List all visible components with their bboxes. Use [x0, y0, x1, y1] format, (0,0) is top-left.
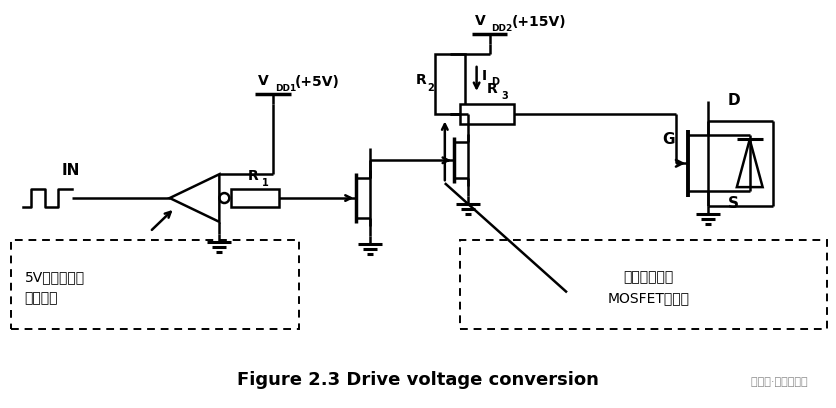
Text: R: R	[247, 169, 258, 183]
Text: V: V	[474, 14, 485, 28]
Text: Figure 2.3 Drive voltage conversion: Figure 2.3 Drive voltage conversion	[237, 371, 599, 389]
Text: V: V	[258, 74, 268, 88]
Text: (+15V): (+15V)	[511, 15, 565, 29]
Text: R: R	[486, 82, 497, 96]
Bar	[231, 189, 278, 207]
Text: 5V数字逻辑或
微控制器: 5V数字逻辑或 微控制器	[25, 270, 84, 305]
Text: G: G	[661, 132, 674, 147]
Text: S: S	[727, 195, 738, 211]
Text: I: I	[481, 69, 486, 83]
Text: 公众号·硬件攻城狮: 公众号·硬件攻城狮	[743, 377, 807, 387]
Text: 1: 1	[262, 178, 268, 188]
Text: IN: IN	[61, 163, 79, 178]
Bar	[435, 54, 464, 113]
Text: DD2: DD2	[491, 24, 512, 33]
Text: D: D	[491, 77, 499, 87]
Text: 2: 2	[426, 83, 433, 93]
Text: 转换为能导通
MOSFET的电压: 转换为能导通 MOSFET的电压	[607, 270, 689, 305]
Text: (+5V): (+5V)	[294, 75, 339, 89]
Text: D: D	[727, 93, 740, 108]
Text: 3: 3	[500, 91, 507, 101]
Text: R: R	[415, 73, 426, 87]
Text: DD1: DD1	[275, 84, 296, 93]
Bar	[459, 104, 514, 124]
